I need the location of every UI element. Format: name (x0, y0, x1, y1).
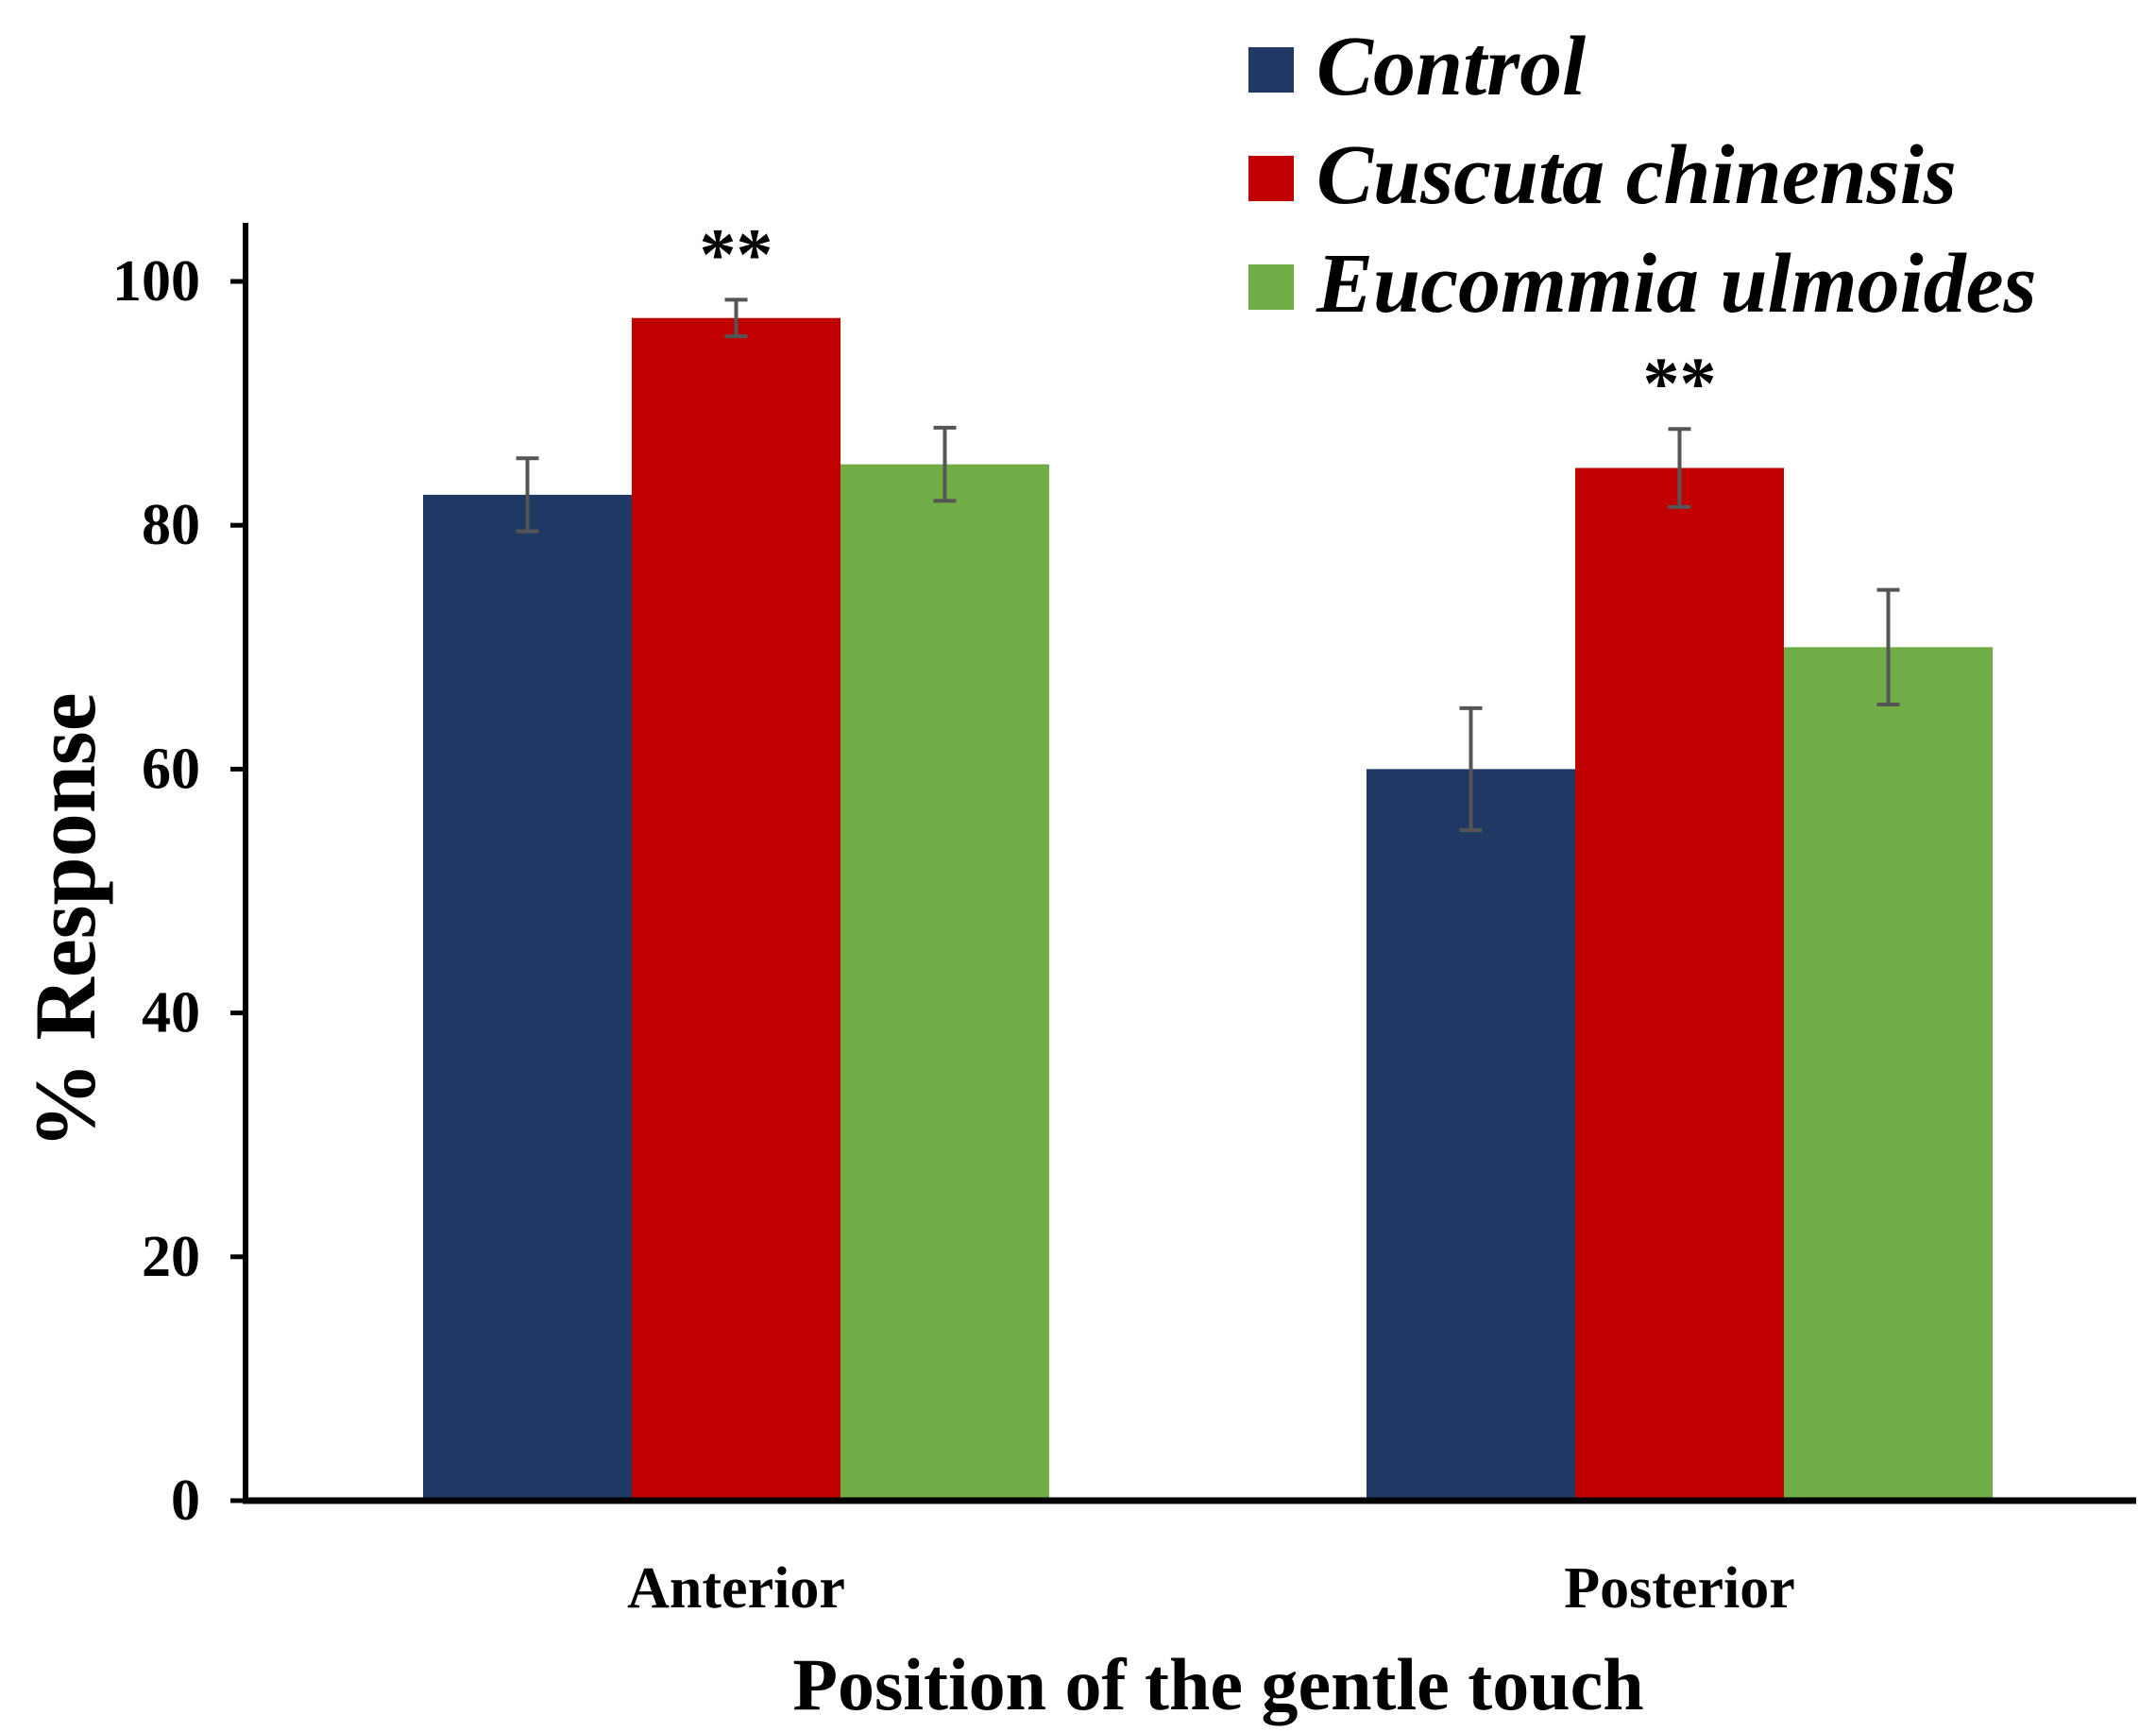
labels-layer: ** Anterior ** Posterior Position of the gen… (17, 212, 1795, 1725)
significance-marker: ** (1643, 342, 1717, 424)
y-tick-label: 20 (142, 1225, 200, 1289)
y-axis-title: % Response (17, 692, 113, 1148)
legend-item-cuscuta-chinensis: Cuscuta chinensis (1248, 128, 1957, 222)
bar-posterior-cuscuta-chinensis (1575, 467, 1784, 1502)
error-bar-posterior-0 (1459, 705, 1483, 832)
error-bar-anterior-2 (933, 425, 957, 503)
legend-item-control: Control (1248, 20, 1586, 113)
error-bar-anterior-1 (724, 297, 748, 339)
legend-swatch (1248, 47, 1294, 93)
legend-swatch (1248, 156, 1294, 201)
y-tick-layer: 0 20 40 60 80 100 (112, 249, 246, 1533)
legend-label: Control (1316, 20, 1586, 113)
legend: Control Cuscuta chinensis Eucommia ulmoide… (1248, 20, 2037, 331)
legend-label: Eucommia ulmoides (1316, 237, 2037, 331)
error-bars-layer (516, 297, 1900, 832)
bar-posterior-eucommia-ulmoides (1784, 647, 1993, 1501)
bar-anterior-eucommia-ulmoides (840, 464, 1049, 1501)
bar-anterior-control (423, 494, 632, 1501)
y-tick-label: 100 (112, 249, 200, 314)
error-bar-anterior-0 (516, 456, 539, 534)
y-tick-label: 60 (142, 737, 200, 801)
significance-marker: ** (700, 212, 773, 295)
y-tick-label: 80 (142, 493, 200, 557)
x-tick-label-anterior: Anterior (627, 1556, 845, 1621)
y-tick-label: 40 (142, 981, 200, 1045)
error-bar-posterior-1 (1668, 427, 1691, 509)
error-bar-posterior-2 (1876, 587, 1900, 706)
bars-layer (423, 317, 1993, 1502)
x-axis-title: Position of the gentle touch (792, 1643, 1643, 1725)
x-tick-label-posterior: Posterior (1564, 1556, 1794, 1621)
axes-layer (243, 223, 2136, 1504)
y-tick-label: 0 (171, 1469, 200, 1533)
legend-label: Cuscuta chinensis (1316, 128, 1957, 222)
legend-item-eucommia-ulmoides: Eucommia ulmoides (1248, 237, 2037, 331)
bar-anterior-cuscuta-chinensis (632, 317, 840, 1502)
bar-posterior-control (1367, 769, 1575, 1501)
legend-swatch (1248, 264, 1294, 310)
